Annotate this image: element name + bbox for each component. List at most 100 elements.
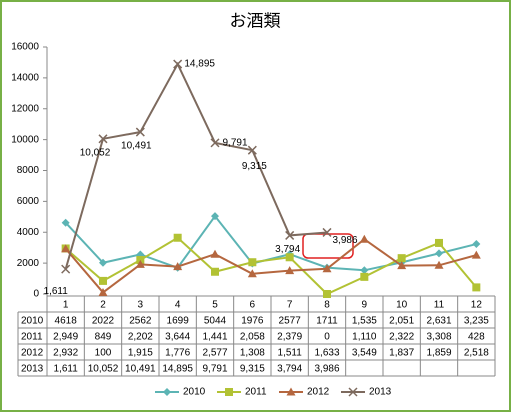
table-cell: 9,315: [240, 364, 265, 375]
table-cell: 3,644: [165, 332, 190, 343]
table-cell: 2,932: [53, 348, 78, 359]
marker: [210, 249, 220, 258]
x-tick-label: 10: [396, 300, 408, 311]
legend-marker: [225, 388, 233, 396]
table-cell: 1,611: [54, 364, 79, 375]
legend-label: 2012: [307, 387, 330, 398]
data-label: 10,052: [80, 147, 111, 158]
marker: [435, 238, 443, 247]
table-cell: 3,794: [277, 364, 302, 375]
data-label: 3,794: [275, 244, 300, 255]
marker: [285, 253, 294, 262]
table-cell: 3,308: [426, 332, 451, 343]
marker: [471, 250, 481, 259]
marker: [210, 138, 220, 148]
marker: [360, 272, 369, 281]
series-line: [65, 236, 478, 296]
table-cell: 428: [468, 332, 485, 343]
data-label: 9,791: [222, 137, 247, 148]
table-cell: 1,441: [202, 332, 227, 343]
marker: [135, 259, 145, 268]
table-cell: 1,837: [389, 348, 414, 359]
table-cell: 2022: [92, 316, 115, 327]
marker: [211, 267, 219, 276]
row-label: 2010: [21, 316, 44, 327]
marker: [434, 260, 444, 269]
table-cell: 2,518: [464, 348, 489, 359]
x-tick-label: 6: [250, 300, 256, 311]
x-tick-label: 2: [100, 300, 106, 311]
marker: [99, 258, 107, 267]
table-cell: 1,535: [352, 316, 377, 327]
marker: [322, 264, 332, 273]
chart-title: お酒類: [230, 11, 281, 30]
table-cell: 1,308: [240, 348, 265, 359]
marker: [435, 249, 443, 258]
table-cell: 4618: [55, 316, 78, 327]
marker: [359, 234, 369, 243]
series-line: [64, 237, 477, 294]
table-cell: 1,915: [128, 348, 153, 359]
marker: [285, 266, 295, 275]
marker: [61, 218, 70, 227]
marker: [99, 276, 107, 285]
row-label: 2011: [21, 332, 43, 343]
legend-label: 2013: [369, 387, 392, 398]
marker: [397, 261, 407, 270]
table-cell: 14,895: [162, 364, 193, 375]
data-label: 3,986: [332, 235, 357, 246]
data-label: 14,895: [184, 59, 215, 70]
y-tick-label: 10000: [11, 134, 39, 145]
legend-marker: [163, 388, 171, 396]
table-cell: 2562: [129, 316, 152, 327]
y-tick-label: 12000: [11, 103, 39, 114]
data-label: 1,611: [44, 286, 69, 297]
marker: [173, 262, 183, 271]
marker: [323, 290, 331, 298]
marker: [98, 287, 108, 296]
x-tick-label: 3: [138, 300, 144, 311]
table-cell: 2,058: [240, 332, 265, 343]
y-tick-label: 4000: [17, 227, 40, 238]
marker: [472, 240, 481, 249]
marker: [248, 258, 257, 267]
x-tick-label: 12: [471, 300, 483, 311]
table-cell: 10,491: [125, 364, 156, 375]
table-cell: 3,549: [352, 348, 377, 359]
x-tick-label: 7: [287, 300, 293, 311]
marker: [397, 254, 406, 263]
marker: [247, 269, 257, 278]
table-cell: 10,052: [88, 364, 119, 375]
row-label: 2012: [21, 348, 44, 359]
marker: [61, 244, 71, 253]
marker: [98, 134, 108, 144]
table-cell: 1976: [241, 316, 264, 327]
x-tick-label: 9: [362, 300, 368, 311]
table-cell: 1,859: [426, 348, 451, 359]
table-cell: 849: [95, 332, 112, 343]
x-tick-label: 8: [324, 300, 330, 311]
table-cell: 1,511: [278, 348, 303, 359]
table-cell: 5044: [204, 316, 227, 327]
legend-label: 2011: [245, 387, 267, 398]
marker: [285, 230, 295, 240]
table-cell: 2,051: [389, 316, 414, 327]
legend-marker: [286, 387, 296, 396]
y-tick-label: 2000: [17, 258, 40, 269]
table-cell: 2,379: [277, 332, 302, 343]
y-tick-label: 14000: [11, 73, 39, 84]
y-tick-label: 8000: [17, 165, 40, 176]
legend-label: 2010: [183, 387, 206, 398]
marker: [173, 59, 183, 69]
marker: [322, 227, 332, 237]
marker: [360, 266, 369, 275]
table-cell: 1699: [167, 316, 190, 327]
table-cell: 2,577: [202, 348, 227, 359]
table-cell: 1711: [316, 316, 338, 327]
marker: [61, 264, 71, 274]
table-cell: 3,235: [464, 316, 489, 327]
marker: [173, 233, 182, 242]
table-cell: 100: [95, 348, 112, 359]
